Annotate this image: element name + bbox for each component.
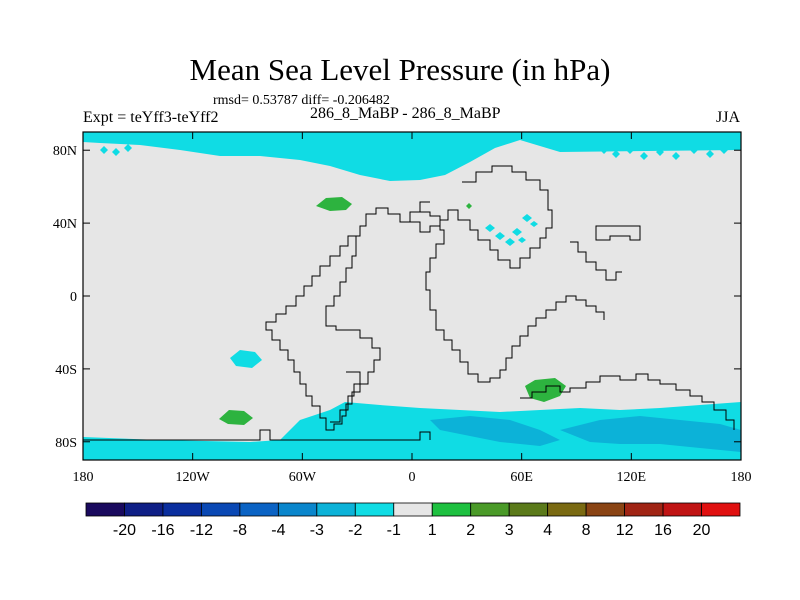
arctic-negative-anomaly [83, 132, 741, 181]
japan-coastline [595, 225, 641, 241]
colorbar-label: 4 [543, 522, 552, 539]
colorbar-swatch [162, 502, 202, 517]
colorbar-swatch [701, 502, 741, 517]
colorbar-label: -16 [151, 522, 174, 539]
south-pacific-positive-patch [219, 410, 253, 425]
colorbar-swatch [393, 502, 433, 517]
lat-tick-label: 80S [55, 436, 77, 451]
colorbar-swatch [277, 502, 318, 517]
lon-tick-label: 0 [409, 470, 416, 485]
colorbar-label: 2 [466, 522, 475, 539]
latitude-axis: 80N 40N 0 40S 80S [53, 144, 741, 451]
colorbar-label: 20 [693, 522, 711, 539]
colorbar-label: 16 [654, 522, 672, 539]
colorbar-swatch [201, 502, 241, 517]
colorbar-swatch [547, 502, 587, 517]
colorbar-label: -8 [233, 522, 247, 539]
colorbar-label: -12 [190, 522, 213, 539]
colorbar-label: -1 [387, 522, 401, 539]
experiment-label: Expt = teYff3-teYff2 [83, 109, 219, 126]
eurasia-africa-coastline [425, 165, 605, 383]
lon-tick-label: 120W [176, 470, 211, 485]
colorbar-swatch [662, 502, 702, 517]
antarctica-coastline [83, 429, 431, 441]
colorbar-swatch [316, 502, 356, 517]
colorbar-swatch [624, 502, 664, 517]
lat-tick-label: 0 [70, 290, 77, 305]
asia-negative-patches [485, 214, 538, 246]
colorbar-swatch [239, 502, 279, 517]
colorbar-label: 1 [428, 522, 437, 539]
greenland-coastline [409, 211, 441, 233]
colorbar [85, 502, 741, 517]
lon-tick-label: 60E [510, 470, 533, 485]
colorbar-swatch [124, 502, 164, 517]
map-panel [83, 132, 741, 460]
colorbar-swatch [85, 502, 125, 517]
colorbar-labels: -20 -16 -12 -8 -4 -3 -2 -1 1 2 3 4 8 12 16 20 [113, 522, 711, 539]
small-green-dot [466, 203, 472, 209]
colorbar-label: -20 [113, 522, 136, 539]
colorbar-swatch [585, 502, 625, 517]
colorbar-swatch [354, 502, 395, 517]
colorbar-label: 3 [505, 522, 514, 539]
lon-tick-label: 120E [617, 470, 647, 485]
north-pacific-positive-patch [316, 197, 352, 211]
south-america-tip-coastline [330, 371, 361, 423]
season-label: JJA [715, 109, 740, 126]
colorbar-label: 8 [582, 522, 591, 539]
lon-tick-label: 60W [289, 470, 317, 485]
plot-title: Mean Sea Level Pressure (in hPa) [189, 52, 611, 87]
southern-ocean-negative-anomaly [83, 402, 741, 460]
lat-tick-label: 40N [53, 217, 77, 232]
lon-tick-label: 180 [73, 470, 94, 485]
rmsd-diff-label: rmsd= 0.53787 diff= -0.206482 [213, 93, 390, 108]
south-pacific-negative-patch [230, 350, 262, 368]
colorbar-swatch [508, 502, 549, 517]
contour-fill-layer [83, 132, 741, 460]
colorbar-swatch [431, 502, 472, 517]
colorbar-label: 12 [616, 522, 634, 539]
lat-tick-label: 40S [55, 363, 77, 378]
longitude-axis: 180 120W 60W 0 60E 120E 180 [73, 132, 752, 485]
experiment-comparison-label: 286_8_MaBP - 286_8_MaBP [310, 105, 501, 122]
coastline-layer [83, 165, 735, 441]
southern-ocean-deeper-anomaly [430, 416, 741, 452]
arctic-diamond-patches [100, 144, 728, 160]
australia-coastline [520, 373, 735, 430]
lon-tick-label: 180 [731, 470, 752, 485]
asia-east-coastline [570, 241, 622, 281]
lat-tick-label: 80N [53, 144, 77, 159]
colorbar-swatch [470, 502, 510, 517]
colorbar-label: -4 [271, 522, 285, 539]
colorbar-label: -3 [310, 522, 324, 539]
colorbar-label: -2 [348, 522, 362, 539]
